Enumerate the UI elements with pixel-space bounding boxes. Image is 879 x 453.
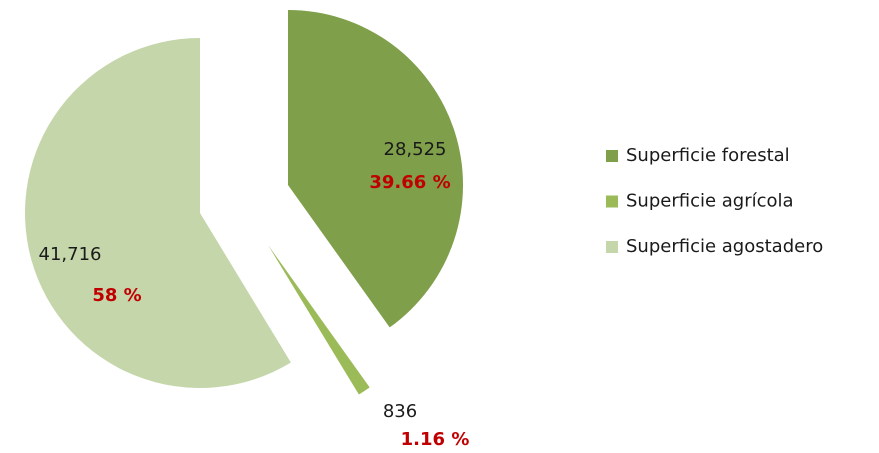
legend-label: Superficie agostadero: [626, 236, 823, 257]
pie-slice: [24, 38, 291, 389]
legend-swatch: [606, 195, 618, 208]
pie-slice: [288, 10, 463, 328]
value-label: 836: [383, 401, 417, 422]
legend-swatch: [606, 241, 618, 253]
value-label: 41,716: [39, 244, 102, 265]
legend-label: Superficie forestal: [626, 145, 790, 166]
legend-label: Superficie agrícola: [626, 191, 794, 212]
percentage-label: 39.66 %: [369, 172, 450, 193]
percentage-label: 58 %: [92, 285, 141, 306]
legend-swatch: [606, 150, 618, 162]
pie-slice: [268, 245, 370, 395]
value-label: 28,525: [384, 139, 447, 160]
percentage-label: 1.16 %: [401, 429, 470, 450]
